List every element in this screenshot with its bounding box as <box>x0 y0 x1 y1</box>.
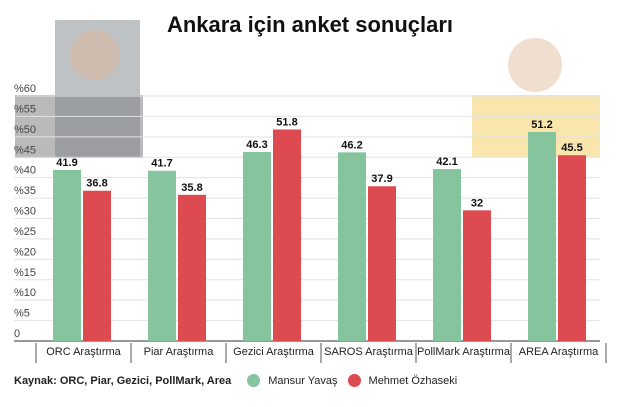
data-label: 41.9 <box>56 157 77 169</box>
legend-swatch-ozhaseki <box>347 374 361 387</box>
y-tick-label: %45 <box>14 144 36 156</box>
data-label: 46.3 <box>246 139 267 151</box>
bar <box>273 129 301 341</box>
bar <box>338 152 366 341</box>
y-tick-label: %15 <box>14 267 36 279</box>
candidate-photo-right-face <box>508 38 562 92</box>
data-label: 41.7 <box>151 158 172 170</box>
bar <box>83 190 111 341</box>
y-tick-label: %20 <box>14 246 36 258</box>
bar <box>243 151 271 341</box>
data-label: 35.8 <box>181 182 202 194</box>
x-tick-label: Piar Araştırma <box>144 346 215 358</box>
data-label: 37.9 <box>371 173 392 185</box>
y-tick-label: 0 <box>14 328 20 340</box>
x-tick-label: ORC Araştırma <box>46 346 121 358</box>
legend: Kaynak: ORC, Piar, Gezici, PollMark, Are… <box>14 374 463 387</box>
y-tick-label: %5 <box>14 308 30 320</box>
bar <box>53 169 81 341</box>
data-label: 36.8 <box>86 178 107 190</box>
legend-swatch-yavas <box>247 374 261 387</box>
y-tick-label: %35 <box>14 185 36 197</box>
y-tick-label: %50 <box>14 124 36 136</box>
legend-label-ozhaseki: Mehmet Özhaseki <box>368 374 458 387</box>
candidate-photo-left-suit <box>15 95 143 158</box>
bar <box>178 194 206 341</box>
bar <box>558 155 586 341</box>
x-tick-label: SAROS Araştırma <box>324 346 414 358</box>
data-label: 51.2 <box>531 119 552 131</box>
chart-title: Ankara için anket sonuçları <box>166 12 454 37</box>
y-tick-label: %60 <box>14 83 36 95</box>
data-label: 46.2 <box>341 139 362 151</box>
bar <box>528 131 556 341</box>
legend-label-yavas: Mansur Yavaş <box>268 374 338 387</box>
y-tick-label: %30 <box>14 206 36 218</box>
data-label: 42.1 <box>436 156 457 168</box>
data-label: 51.8 <box>276 116 297 128</box>
data-label: 45.5 <box>561 142 582 154</box>
y-tick-label: %40 <box>14 165 36 177</box>
x-tick-label: Gezici Araştırma <box>233 346 315 358</box>
y-tick-label: %10 <box>14 287 36 299</box>
y-tick-label: %25 <box>14 226 36 238</box>
bar <box>148 170 176 341</box>
data-label: 32 <box>471 197 483 209</box>
bar <box>463 210 491 341</box>
bar <box>368 186 396 341</box>
y-tick-label: %55 <box>14 103 36 115</box>
source-note: Kaynak: ORC, Piar, Gezici, PollMark, Are… <box>14 374 232 387</box>
x-tick-label: AREA Araştırma <box>519 346 599 358</box>
candidate-photo-left-face <box>70 30 120 80</box>
x-tick-label: PollMark Araştırma <box>417 346 511 358</box>
bar <box>433 169 461 341</box>
